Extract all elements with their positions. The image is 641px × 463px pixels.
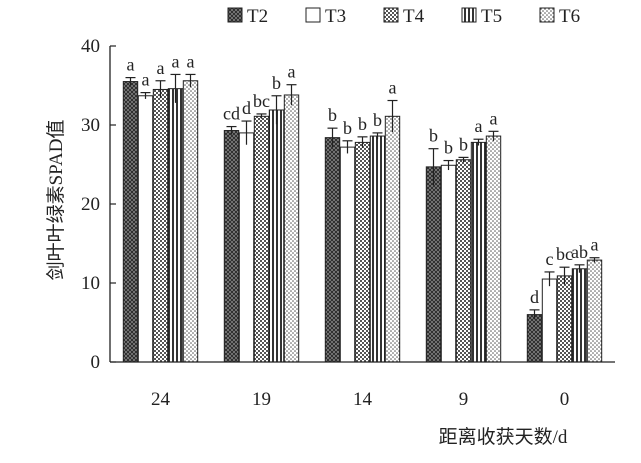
bar-T2-14 xyxy=(324,137,341,363)
bar-T4-14 xyxy=(354,141,371,363)
significance-label-T4-19: bc xyxy=(253,91,270,111)
axes: 0 10 20 30 40 24 19 14 9 0 xyxy=(81,36,615,410)
bar-T3-0 xyxy=(541,278,558,363)
legend-label-T4: T4 xyxy=(403,6,425,27)
x-tick-label: 24 xyxy=(151,389,171,410)
bar-T4-19 xyxy=(253,115,270,363)
y-tick-label: 30 xyxy=(81,115,100,136)
significance-label-T5-9: a xyxy=(475,116,483,136)
bar-T3-9 xyxy=(440,164,457,363)
bar-T6-9 xyxy=(485,135,502,363)
significance-label-T5-24: a xyxy=(172,51,180,71)
significance-label-T6-0: a xyxy=(591,235,599,255)
bar-T6-19 xyxy=(283,94,300,363)
legend-swatch-T5 xyxy=(461,7,477,23)
significance-label-T6-19: a xyxy=(288,62,296,82)
legend-swatch-T2 xyxy=(227,7,243,23)
significance-label-T6-9: a xyxy=(490,108,498,128)
significance-label-T2-0: d xyxy=(530,287,539,307)
y-axis-title: 剑叶叶绿素SPAD值 xyxy=(45,120,67,281)
legend-swatch-T3 xyxy=(305,7,321,23)
y-tick-label: 40 xyxy=(81,36,100,57)
significance-label-T3-14: b xyxy=(343,118,352,138)
bar-T2-0 xyxy=(526,314,543,363)
y-tick-label: 20 xyxy=(81,194,100,215)
bar-T5-14 xyxy=(369,135,386,363)
bar-T4-0 xyxy=(556,275,573,363)
bar-T4-9 xyxy=(455,159,472,363)
bar-T6-14 xyxy=(384,115,401,363)
significance-label-T6-14: a xyxy=(389,78,397,98)
significance-label-T3-0: c xyxy=(546,249,554,269)
significance-label-T4-9: b xyxy=(459,134,468,154)
significance-label-T6-24: a xyxy=(187,51,195,71)
significance-label-T4-24: a xyxy=(157,58,165,78)
y-tick-label: 10 xyxy=(81,273,100,294)
y-tick-label: 0 xyxy=(91,352,101,373)
bar-T2-19 xyxy=(223,130,240,363)
x-tick-label: 9 xyxy=(459,389,469,410)
bar-T3-24 xyxy=(137,95,154,363)
bar-T5-19 xyxy=(268,109,285,363)
significance-label-T3-19: d xyxy=(242,98,251,118)
significance-label-T3-24: a xyxy=(142,70,150,90)
legend-swatch-T6 xyxy=(539,7,555,23)
legend-label-T3: T3 xyxy=(325,6,346,27)
significance-label-T5-14: b xyxy=(373,110,382,130)
bar-T5-24 xyxy=(167,88,184,363)
significance-label-T2-14: b xyxy=(328,105,337,125)
bar-T3-14 xyxy=(339,146,356,363)
x-axis-title: 距离收获天数/d xyxy=(439,426,568,448)
significance-label-T2-24: a xyxy=(127,55,135,75)
x-tick-label: 0 xyxy=(560,389,570,410)
legend-label-T6: T6 xyxy=(559,6,580,27)
x-tick-label: 19 xyxy=(252,389,271,410)
legend-label-T2: T2 xyxy=(247,6,268,27)
legend-swatch-T4 xyxy=(383,7,399,23)
bar-T2-9 xyxy=(425,166,442,363)
significance-label-T5-0: ab xyxy=(571,242,588,262)
significance-label-T3-9: b xyxy=(444,138,453,158)
bar-T4-24 xyxy=(152,88,169,363)
significance-label-T4-0: bc xyxy=(556,244,573,264)
significance-label-T2-9: b xyxy=(429,126,438,146)
significance-label-T5-19: b xyxy=(272,73,281,93)
bar-T6-24 xyxy=(182,80,199,363)
legend: T2 T3 T4 T5 T6 xyxy=(227,6,580,27)
bar-T5-9 xyxy=(470,141,487,363)
significance-label-T4-14: b xyxy=(358,114,367,134)
legend-label-T5: T5 xyxy=(481,6,502,27)
x-tick-label: 14 xyxy=(353,389,373,410)
bar-T5-0 xyxy=(571,268,588,363)
bar-T2-24 xyxy=(122,81,139,363)
bar-T6-0 xyxy=(586,259,603,363)
significance-label-T2-19: cd xyxy=(223,104,240,124)
bar-T3-19 xyxy=(238,132,255,363)
